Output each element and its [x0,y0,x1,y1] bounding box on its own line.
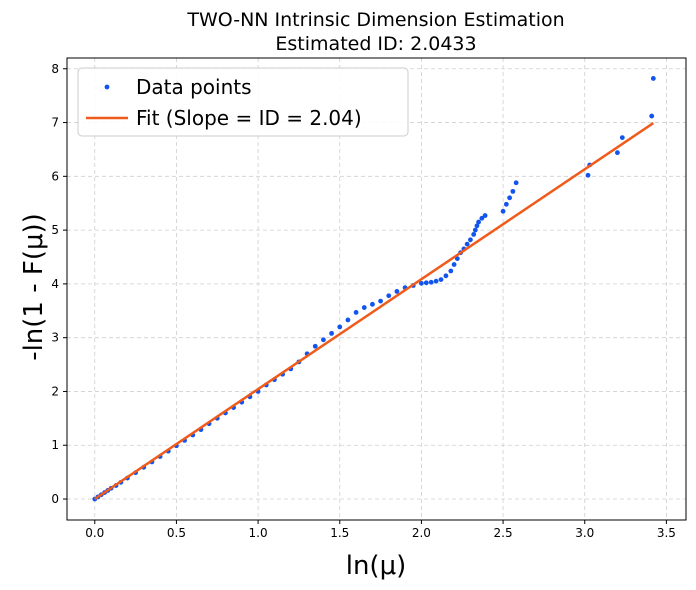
x-axis-label: ln(μ) [346,551,407,581]
data-point [394,289,400,294]
plot-area [92,76,656,502]
y-tick-label: 4 [51,277,59,291]
data-point [464,241,470,247]
chart-title: TWO-NN Intrinsic Dimension Estimation [186,9,564,31]
legend-label-data-points: Data points [136,75,252,99]
plot-frame [66,57,687,521]
data-point [345,317,351,323]
data-point [479,215,485,221]
x-tick-label: 2.5 [494,526,513,540]
data-point [451,262,457,267]
data-point [443,273,449,279]
data-point [329,330,334,336]
legend-marker-data-points [104,84,110,90]
data-point [419,280,424,286]
x-tick-label: 3.5 [657,526,676,540]
data-point [507,195,513,201]
data-point [474,223,480,229]
data-point [482,213,488,218]
data-point [472,227,478,233]
data-point [649,113,655,119]
y-axis-label: -ln(1 - F(μ)) [19,213,49,361]
data-point [378,298,383,304]
y-tick-label: 5 [51,223,59,237]
data-point [312,343,318,349]
data-point [503,201,509,207]
y-tick-label: 7 [51,116,59,130]
data-point [650,76,656,81]
legend-label-fit: Fit (Slope = ID = 2.04) [136,106,362,130]
data-point [468,237,473,243]
x-axis: 0.0 0.5 1.0 1.5 2.0 2.5 3.0 3.5 [85,520,676,540]
data-point [448,268,454,274]
data-point [370,301,375,307]
data-point [353,309,359,315]
data-point [476,219,481,225]
fit-line [94,122,655,501]
x-tick-label: 1.0 [249,526,268,540]
x-tick-label: 0.5 [167,526,186,540]
x-tick-label: 0.0 [85,526,104,540]
data-point [454,256,460,262]
data-point [321,337,326,343]
legend: Data points Fit (Slope = ID = 2.04) [77,67,409,137]
y-tick-label: 1 [51,438,59,452]
y-tick-label: 3 [51,331,59,345]
data-point [438,277,444,282]
data-point [585,172,591,178]
x-tick-label: 3.0 [575,526,594,540]
y-tick-label: 2 [51,384,59,398]
data-point [510,188,516,194]
chart-subtitle: Estimated ID: 2.0433 [275,33,476,55]
data-point [619,135,625,140]
data-point [428,279,434,285]
y-axis: 0 1 2 3 4 5 6 7 8 [51,62,67,506]
y-tick-label: 6 [51,169,59,183]
y-tick-label: 8 [51,62,59,76]
data-point [513,180,519,186]
data-point [386,293,392,299]
data-point [423,280,429,286]
data-point [615,150,620,156]
data-point [433,278,439,284]
data-point [337,324,343,330]
legend-box [77,67,409,137]
data-point [500,208,506,214]
x-tick-label: 1.5 [330,526,349,540]
data-point [471,232,477,237]
x-tick-label: 2.0 [412,526,431,540]
y-tick-label: 0 [51,492,59,506]
data-point [361,305,367,310]
